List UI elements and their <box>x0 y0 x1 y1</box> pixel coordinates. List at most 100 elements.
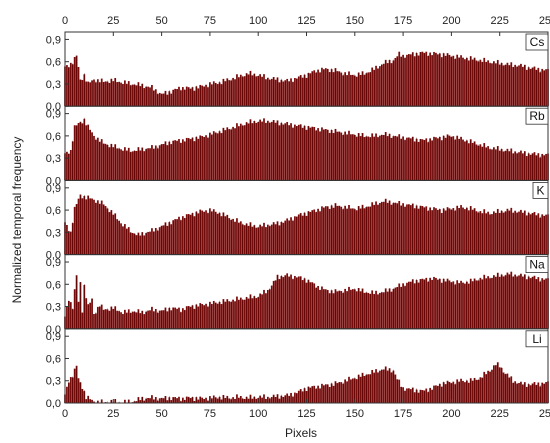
bar <box>402 203 404 255</box>
bar <box>545 214 547 255</box>
panel-na: 0,0 0,3 0,6 0,9 Na <box>46 254 549 336</box>
bar <box>491 369 493 403</box>
bar <box>406 204 408 255</box>
bar <box>216 133 219 181</box>
bar <box>89 82 91 107</box>
bars-li <box>64 362 549 403</box>
bar <box>309 211 312 255</box>
bar <box>89 302 91 329</box>
bar <box>437 138 439 181</box>
bar <box>413 392 416 403</box>
bar <box>494 149 497 181</box>
bar <box>189 398 192 403</box>
bar <box>286 218 289 255</box>
bar <box>120 312 122 329</box>
bar <box>336 71 339 107</box>
bar <box>394 287 397 329</box>
bar <box>178 86 180 107</box>
bar <box>104 143 107 181</box>
bar <box>324 384 327 403</box>
bar <box>239 297 242 329</box>
bar <box>332 72 335 107</box>
bar <box>344 131 347 181</box>
bar <box>313 126 316 181</box>
bar <box>394 202 397 255</box>
bar <box>413 208 416 255</box>
bar <box>487 370 489 403</box>
bar <box>85 199 88 255</box>
top-x-tick-label: 200 <box>442 15 460 27</box>
bar <box>266 289 269 329</box>
bar <box>324 129 327 181</box>
bar <box>166 94 169 107</box>
bar <box>66 306 68 329</box>
bar <box>402 54 404 107</box>
bar <box>375 201 377 255</box>
bar <box>85 125 88 181</box>
bar <box>460 280 462 329</box>
bar <box>247 298 250 329</box>
bar <box>348 71 350 107</box>
bar <box>305 129 308 181</box>
bar <box>120 82 122 107</box>
bar <box>278 279 281 329</box>
bar <box>375 290 377 329</box>
bar <box>301 127 304 181</box>
bar <box>228 398 231 403</box>
bar <box>413 283 416 329</box>
bar <box>274 79 277 107</box>
bar <box>266 396 269 403</box>
bar <box>85 298 88 329</box>
bar <box>201 136 204 181</box>
bar <box>255 298 258 329</box>
bar <box>413 141 416 181</box>
bar <box>382 292 385 329</box>
bar <box>483 371 486 403</box>
bar <box>506 272 509 329</box>
bar <box>201 397 204 403</box>
top-x-tick-label: 50 <box>155 15 167 27</box>
bar <box>162 144 165 181</box>
bar <box>216 303 219 329</box>
bar <box>259 74 261 107</box>
bar <box>282 397 285 403</box>
bar <box>104 81 107 107</box>
bar <box>352 289 354 329</box>
bar <box>452 55 455 107</box>
bar <box>518 152 520 181</box>
y-tick-label: 0,9 <box>46 109 61 121</box>
y-tick-label: 0,0 <box>46 175 61 187</box>
bar <box>467 60 470 107</box>
bar <box>398 51 401 107</box>
bar <box>421 278 424 329</box>
bar <box>533 211 536 255</box>
bar <box>433 136 435 181</box>
bar <box>375 133 377 181</box>
series-label-box <box>525 330 549 348</box>
bar <box>290 123 292 181</box>
bar <box>510 207 513 255</box>
bar <box>154 145 157 181</box>
bar <box>154 228 157 255</box>
bar <box>409 281 412 329</box>
bar <box>406 388 408 403</box>
bar <box>224 216 227 255</box>
bar <box>135 401 138 403</box>
bar <box>216 213 219 255</box>
bar <box>185 86 188 107</box>
bar <box>344 379 347 403</box>
bar <box>355 210 358 255</box>
bar <box>251 123 254 181</box>
series-label-k: K <box>536 183 544 197</box>
bar <box>112 81 115 107</box>
bar <box>328 208 331 255</box>
bar <box>363 292 366 329</box>
bar <box>425 277 428 329</box>
bar <box>309 73 312 107</box>
bar <box>479 211 482 255</box>
bar <box>421 139 424 181</box>
bar <box>525 156 528 181</box>
bar <box>81 79 84 107</box>
bar <box>166 400 169 403</box>
bar <box>96 200 99 255</box>
